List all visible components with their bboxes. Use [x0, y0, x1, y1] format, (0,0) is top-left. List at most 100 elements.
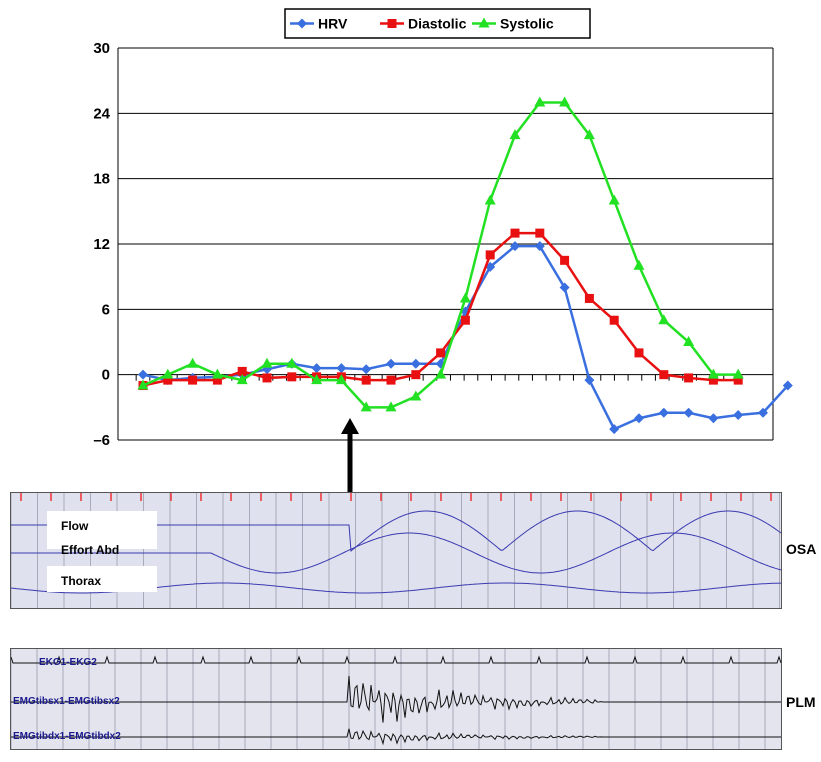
osa-label-box-top [47, 511, 157, 549]
point-systolic [583, 129, 595, 140]
osa-signal-panel: Flow Effort Abd Thorax [10, 492, 782, 609]
point-systolic [732, 368, 744, 379]
point-systolic [261, 357, 273, 368]
y-axis-ticks: –6 0 6 12 18 24 30 [93, 40, 110, 449]
osa-label: OSA [786, 541, 817, 557]
plm-signal-panel: EKG1-EKG2 EMGtibsx1-EMGtibsx2 EMGtibdx1-… [10, 648, 782, 750]
point-diastolic [634, 348, 644, 358]
point-systolic [286, 357, 298, 368]
point-systolic [534, 96, 546, 107]
chart-series [137, 96, 793, 435]
legend-label-systolic: Systolic [500, 16, 554, 32]
point-diastolic [560, 255, 570, 265]
osa-waveforms [11, 493, 781, 608]
point-hrv [733, 409, 744, 420]
point-hrv [708, 413, 719, 424]
plm-waveforms [11, 649, 781, 749]
emg-left-trace [11, 675, 781, 723]
point-diastolic [460, 315, 470, 325]
point-hrv [534, 241, 545, 252]
point-diastolic [510, 228, 520, 238]
point-systolic [459, 292, 471, 303]
point-hrv [658, 407, 669, 418]
point-diastolic [733, 375, 743, 385]
point-systolic [658, 314, 670, 325]
point-hrv [510, 241, 520, 252]
effort-abd-wave [11, 532, 781, 574]
osa-label-box-bottom [47, 566, 157, 592]
point-diastolic [584, 293, 594, 303]
ekg-trace [11, 655, 781, 664]
point-hrv [584, 375, 595, 386]
effort-abd-label: Effort Abd [61, 543, 120, 557]
point-hrv [311, 363, 322, 374]
y-tick-label: 30 [93, 40, 110, 57]
event-arrow [341, 418, 359, 492]
point-diastolic [684, 373, 694, 383]
point-diastolic [262, 373, 272, 383]
point-systolic [484, 194, 496, 205]
point-diastolic [212, 375, 222, 385]
point-hrv [634, 413, 644, 424]
legend-marker-hrv [297, 18, 307, 29]
legend-label-diastolic: Diastolic [408, 16, 467, 32]
point-hrv [609, 424, 620, 435]
point-diastolic [436, 348, 446, 358]
point-systolic [360, 401, 372, 412]
point-systolic [608, 194, 620, 205]
y-tick-label: 12 [93, 236, 110, 253]
point-hrv [782, 380, 793, 391]
y-tick-label: –6 [93, 432, 110, 449]
point-diastolic [535, 228, 545, 238]
y-tick-label: 18 [93, 171, 110, 188]
point-systolic [162, 368, 174, 379]
point-systolic [187, 357, 199, 368]
point-systolic [410, 390, 422, 401]
point-systolic [211, 368, 223, 379]
point-hrv [683, 407, 694, 418]
point-systolic [335, 374, 347, 385]
plm-label: PLM [786, 694, 816, 710]
point-diastolic [386, 375, 396, 385]
point-hrv [138, 369, 148, 380]
arrow-head [341, 418, 359, 434]
thorax-label: Thorax [61, 574, 102, 588]
point-systolic [311, 374, 323, 385]
point-diastolic [411, 370, 421, 380]
emg-left-channel-label: EMGtibsx1-EMGtibsx2 [13, 696, 120, 707]
point-diastolic [485, 250, 495, 260]
point-diastolic [163, 375, 173, 385]
point-diastolic [361, 375, 371, 385]
emg-right-channel-label: EMGtibdx1-EMGtibdx2 [13, 731, 121, 742]
point-systolic [633, 259, 645, 270]
y-tick-label: 0 [102, 367, 110, 384]
point-systolic [435, 368, 447, 379]
point-systolic [236, 374, 248, 385]
flow-label: Flow [61, 519, 89, 533]
point-hrv [410, 358, 421, 369]
chart-grid [117, 47, 774, 441]
point-systolic [683, 336, 695, 346]
chart-legend: HRV Diastolic Systolic [284, 8, 591, 39]
emg-right-trace [11, 728, 781, 746]
point-hrv [386, 358, 396, 369]
legend-marker-systolic [478, 17, 490, 28]
series-diastolic [138, 228, 743, 391]
y-tick-label: 6 [102, 301, 110, 318]
point-diastolic [188, 375, 198, 385]
point-hrv [336, 363, 347, 374]
y-tick-label: 24 [93, 105, 110, 122]
point-diastolic [237, 366, 247, 376]
point-diastolic [659, 370, 669, 380]
point-systolic [385, 401, 397, 412]
legend-box [284, 8, 591, 39]
series-line-hrv [142, 244, 789, 431]
point-hrv [758, 407, 768, 418]
point-hrv [559, 282, 570, 293]
series-hrv [138, 241, 793, 435]
series-systolic [137, 96, 744, 412]
point-systolic [559, 96, 571, 107]
point-diastolic [609, 315, 619, 325]
point-diastolic [708, 375, 718, 385]
ekg-channel-label: EKG1-EKG2 [39, 657, 97, 668]
